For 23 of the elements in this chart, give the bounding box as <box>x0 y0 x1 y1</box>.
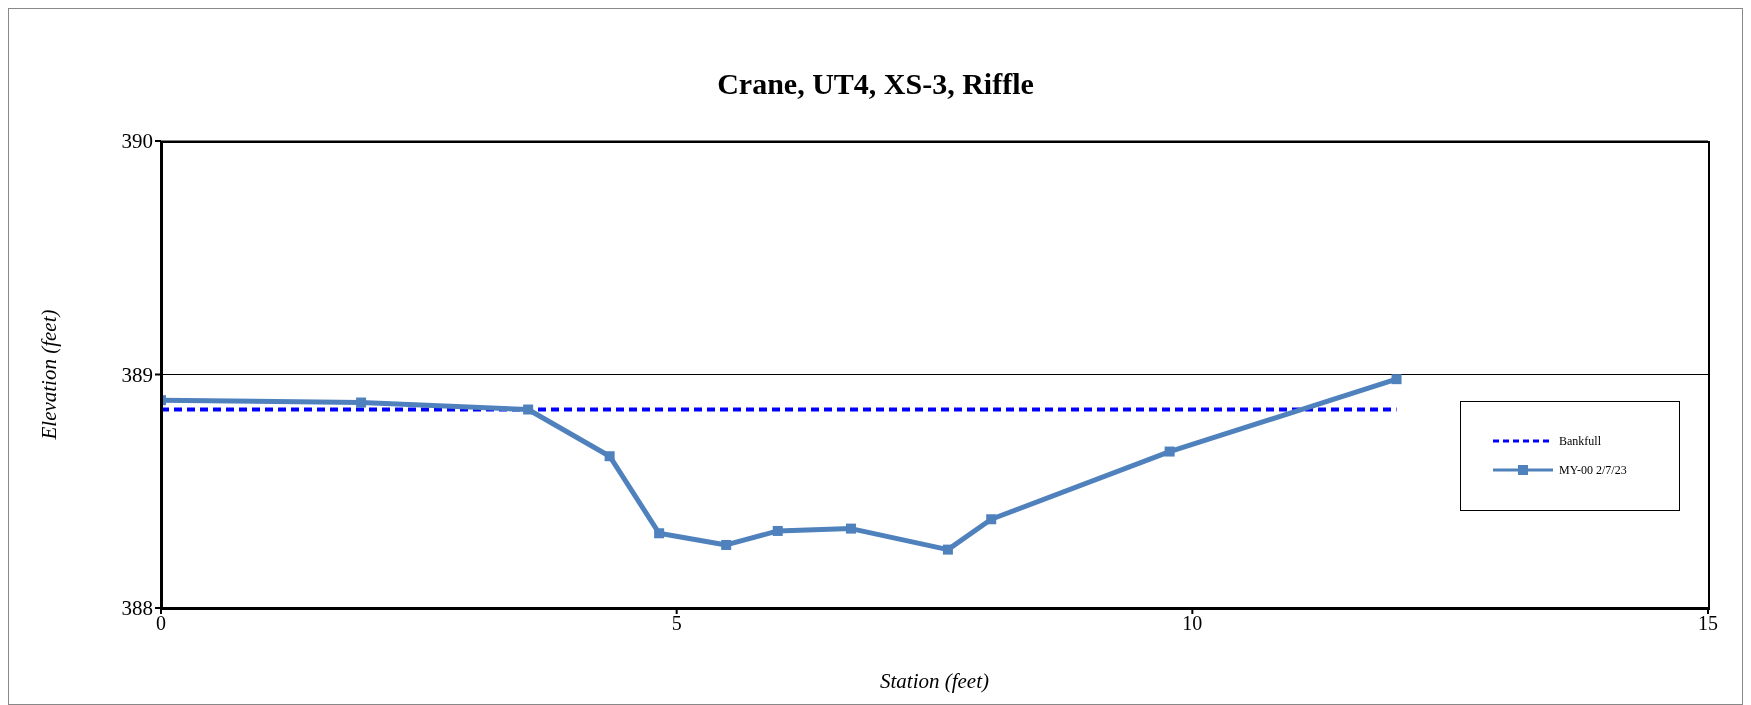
point <box>942 544 953 555</box>
x-axis-title: Station (feet) <box>879 669 990 693</box>
point <box>523 404 534 415</box>
point <box>356 397 367 408</box>
x-tick-label: 0 <box>156 612 166 635</box>
y-axis-title: Elevation (feet) <box>37 309 62 441</box>
point <box>1164 446 1175 457</box>
y-tick-label: 388 <box>121 596 153 621</box>
point <box>654 528 665 539</box>
point <box>604 451 615 462</box>
y-tick-label: 389 <box>121 362 153 387</box>
legend-label: Bankfull <box>1559 433 1601 449</box>
y-tick-label: 390 <box>121 129 153 154</box>
point <box>772 525 783 536</box>
legend-label: MY-00 2/7/23 <box>1559 462 1627 478</box>
x-tick-label: 15 <box>1698 612 1718 635</box>
point <box>986 514 997 525</box>
x-tick-label: 5 <box>671 612 682 635</box>
point <box>721 539 732 550</box>
point <box>845 523 856 534</box>
x-tick-label: 10 <box>1182 612 1203 635</box>
point <box>1391 374 1402 385</box>
chart-title: Crane, UT4, XS-3, Riffle <box>716 67 1035 101</box>
